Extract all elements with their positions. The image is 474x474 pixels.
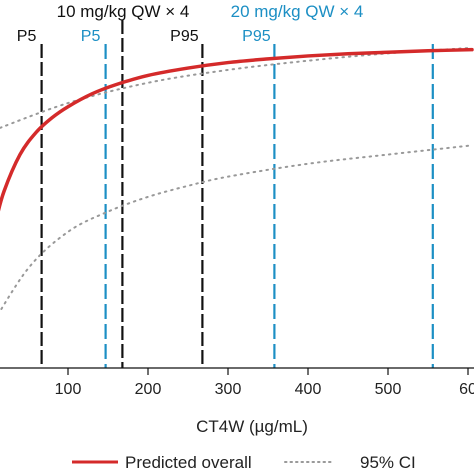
- ci-curve-lower: [0, 144, 473, 314]
- x-axis-label: CT4W (µg/mL): [196, 417, 308, 436]
- x-tick-label-2: 300: [215, 381, 242, 398]
- x-tick-label-1: 200: [135, 381, 162, 398]
- predicted-overall-line: [0, 47, 474, 212]
- x-tick-label-4: 500: [375, 381, 402, 398]
- x-ticks: 100 200 300 400 500 60: [55, 368, 474, 398]
- ref-label-20mg-p5: P5: [81, 28, 101, 45]
- ref-label-10mg-p5: P5: [17, 28, 37, 45]
- group-title-20mg: 20 mg/kg QW × 4: [231, 2, 364, 21]
- ci-curves: [0, 46, 473, 314]
- legend-ci-label: 95% CI: [360, 453, 416, 472]
- predicted-curve: [0, 47, 474, 212]
- legend-predicted-label: Predicted overall: [125, 453, 252, 472]
- ref-label-10mg-p95: P95: [170, 28, 199, 45]
- ref-label-20mg-p95: P95: [242, 28, 271, 45]
- legend: Predicted overall 95% CI: [72, 453, 416, 472]
- x-tick-label-5: 60: [459, 381, 474, 398]
- x-tick-label-3: 400: [295, 381, 322, 398]
- x-tick-label-0: 100: [55, 381, 82, 398]
- group-title-10mg: 10 mg/kg QW × 4: [57, 2, 190, 21]
- reference-lines: P5 P95 P5 P95: [17, 20, 434, 368]
